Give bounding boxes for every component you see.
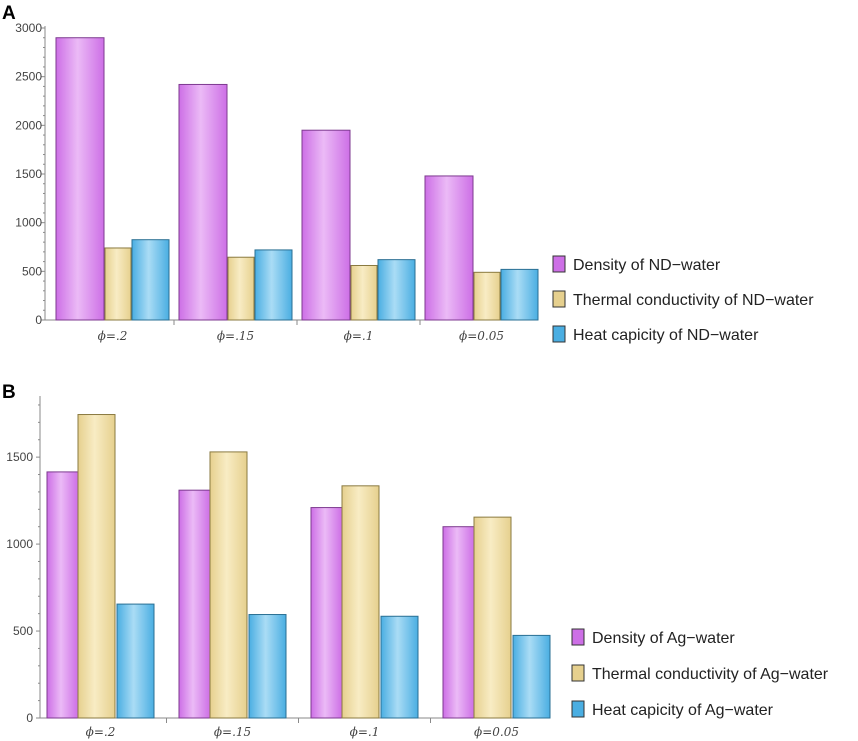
bar-tan-0 [104,247,132,321]
bar-purple-1 [178,489,211,719]
panel-a-letter: A [2,3,16,24]
bar-blue-2 [377,259,416,321]
bar-tan-1 [209,451,248,719]
y-tick-label: 0 [35,313,42,327]
bar-tan-2 [350,264,378,321]
legend-swatch-blue [552,325,566,343]
bar-tan-1 [227,256,255,321]
y-tick-label: 1500 [6,450,33,464]
bar-purple-0 [55,37,105,321]
y-tick-label: 1000 [6,537,33,551]
legend-swatch-blue [571,700,585,718]
legend-swatch-tan [552,290,566,308]
chart-panel-a: 0 500 1000 1500 2000 2500 3000 ϕ=.2 ϕ=.15 ϕ=.1 ϕ=0… [15,21,814,344]
legend-swatch-purple [571,628,585,646]
bar-blue-3 [512,634,551,719]
x-category-label: ϕ=.2 [98,329,128,343]
bar-blue-2 [380,615,419,719]
y-tick-label: 1500 [15,167,42,181]
y-tick-label: 2000 [15,118,42,132]
x-category-label: ϕ=0.05 [474,725,519,739]
y-tick-label: 2500 [15,70,42,84]
legend-label: Thermal conductivity of ND−water [573,292,814,309]
bar-purple-0 [46,471,79,719]
bar-blue-0 [116,603,155,719]
x-category-label: ϕ=.2 [86,725,116,739]
bar-purple-2 [310,507,343,719]
y-tick-label: 500 [13,624,33,638]
y-tick-label: 1000 [15,216,42,230]
bar-blue-1 [254,249,293,321]
bar-tan-2 [341,485,380,719]
legend-swatch-tan [571,664,585,682]
x-category-label: ϕ=0.05 [459,329,504,343]
legend-label: Heat capicity of ND−water [573,327,759,344]
bar-tan-3 [473,516,512,719]
chart-panel-b: 0 500 1000 1500 ϕ=.2 ϕ=.15 ϕ=.1 ϕ=0.05 Density o… [6,396,829,739]
bar-blue-0 [131,239,170,321]
bar-purple-2 [301,129,351,321]
panel-b-letter: B [2,382,16,403]
bar-tan-3 [473,271,501,321]
y-tick-label: 500 [22,264,42,278]
bar-purple-3 [442,526,475,719]
legend-swatch-purple [552,255,566,273]
y-tick-label: 3000 [15,21,42,35]
legend-label: Thermal conductivity of Ag−water [592,666,829,683]
x-category-label: ϕ=.15 [217,329,254,343]
x-category-label: ϕ=.1 [344,329,374,343]
bar-purple-1 [178,83,228,321]
legend-label: Heat capicity of Ag−water [592,702,774,719]
bar-blue-1 [248,614,287,719]
bar-tan-0 [77,414,116,719]
x-category-label: ϕ=.1 [350,725,380,739]
bar-blue-3 [500,268,539,321]
legend-label: Density of ND−water [573,257,721,274]
bar-purple-3 [424,175,474,321]
x-category-label: ϕ=.15 [214,725,251,739]
y-tick-label: 0 [26,711,33,725]
legend-label: Density of Ag−water [592,630,735,647]
